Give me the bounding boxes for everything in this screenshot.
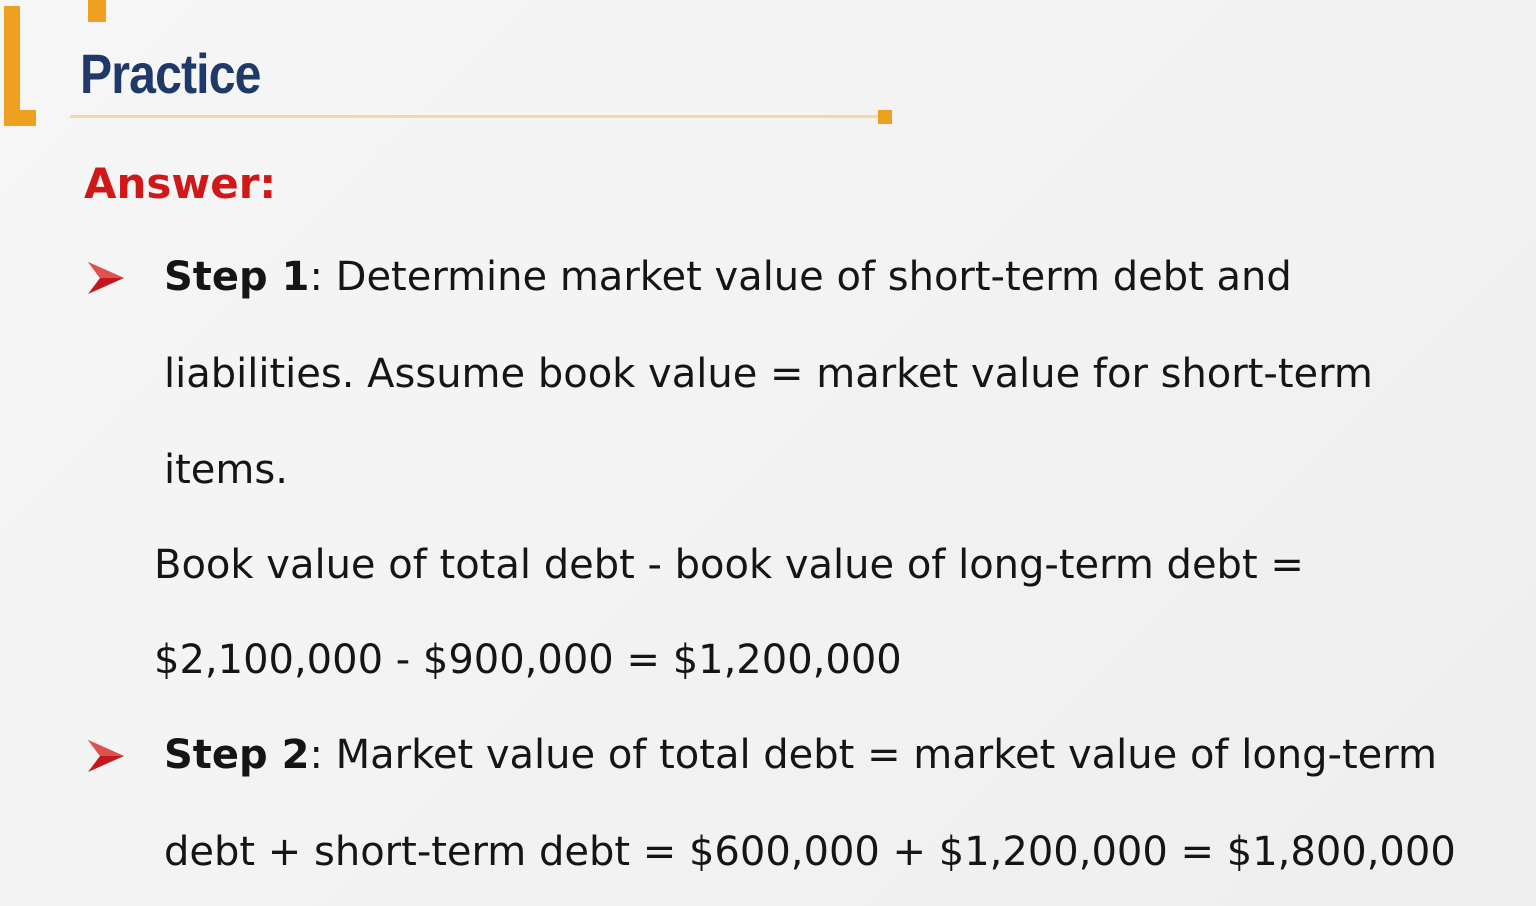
step2-line-1: Step 2: Market value of total debt = mar… — [164, 725, 1437, 785]
step2-line-2: debt + short-term debt = $600,000 + $1,2… — [164, 829, 1456, 875]
step2-text: : Market value of total debt = market va… — [309, 732, 1437, 778]
step1-text: : Determine market value of short-term d… — [309, 254, 1292, 300]
calc1-line-1: Book value of total debt - book value of… — [154, 542, 1304, 588]
title-underline-end-square — [878, 110, 892, 124]
step1-line-3: items. — [164, 447, 288, 493]
title-underline — [70, 115, 880, 118]
step2-label: Step 2 — [164, 732, 310, 778]
step1-label: Step 1 — [164, 254, 310, 300]
arrowhead-bullet-icon — [88, 262, 124, 294]
slide-title: Practice — [80, 42, 261, 105]
bracket-top-decoration — [88, 0, 106, 22]
step1-line-1: Step 1: Determine market value of short-… — [164, 247, 1292, 307]
bracket-left-decoration — [4, 6, 20, 126]
answer-label: Answer: — [84, 159, 277, 208]
arrowhead-bullet-icon — [88, 740, 124, 772]
bracket-foot-decoration — [4, 110, 36, 126]
calc1-line-2: $2,100,000 - $900,000 = $1,200,000 — [154, 637, 902, 683]
step1-line-2: liabilities. Assume book value = market … — [164, 351, 1373, 397]
